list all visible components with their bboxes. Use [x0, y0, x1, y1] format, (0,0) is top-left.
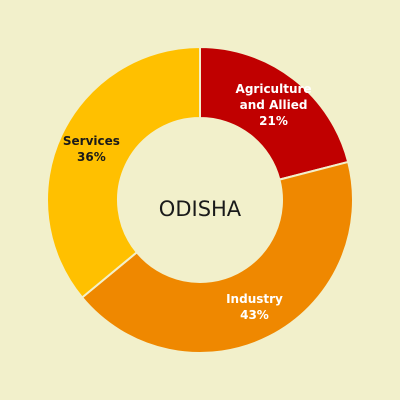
- slice-value-label: 36%: [77, 150, 106, 164]
- slice-label: Services 36%: [63, 134, 120, 164]
- center-label: ODISHA: [159, 197, 242, 221]
- slice-label: Agriculture and Allied 21%: [236, 82, 312, 128]
- slice-industry: [80, 160, 354, 354]
- slice-name-label: Industry: [226, 292, 283, 306]
- slice-agriculture-and-allied: [199, 45, 350, 181]
- slice-value-label: 21%: [259, 114, 288, 128]
- slice-name-label: Services: [63, 134, 120, 148]
- slice-name-label: Agriculture: [236, 82, 312, 96]
- slice-labels: Agriculture and Allied 21% Industry 43% Servi…: [63, 82, 312, 322]
- slice-value-label: 43%: [240, 308, 269, 322]
- slice-label: Industry 43%: [226, 292, 283, 322]
- donut-slices: [46, 45, 354, 354]
- slice-services: [46, 45, 201, 299]
- slice-name-label: and Allied: [240, 98, 308, 112]
